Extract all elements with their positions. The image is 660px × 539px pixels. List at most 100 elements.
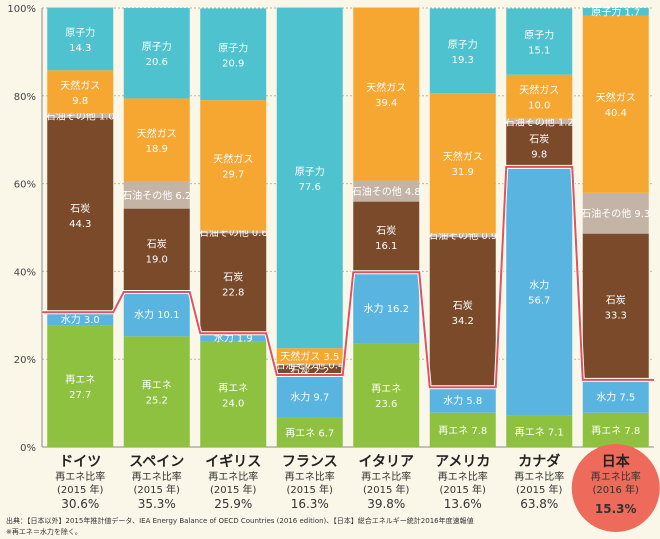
bar-segment-hydro	[582, 379, 649, 413]
segment-label: 再エネ	[142, 380, 172, 392]
bar-segment-renewable	[276, 417, 343, 447]
segment-label: 再エネ 7.8	[438, 425, 487, 437]
bar-segment-nuclear	[123, 8, 190, 99]
bar-segment-coal	[276, 365, 343, 376]
bar-segment-nuclear	[582, 8, 649, 16]
segment-label: 再エネ	[218, 382, 248, 394]
bar-segment-renewable	[429, 412, 496, 447]
segment-value: 16.1	[375, 241, 397, 252]
segment-value: 20.9	[222, 58, 244, 69]
segment-label: 水力 9.7	[290, 390, 329, 403]
country-name: イギリス	[205, 453, 261, 470]
segment-label: 天然ガス	[519, 84, 559, 97]
ratio-label: 再エネ比率	[208, 470, 258, 483]
ratio-value: 30.6%	[61, 497, 99, 511]
bar-segment-renewable	[123, 336, 190, 447]
segment-value: 31.9	[452, 167, 474, 178]
segment-label: 石炭	[223, 271, 243, 283]
segment-label: 石炭	[529, 133, 549, 145]
segment-label: 原子力	[142, 40, 172, 53]
bar-segment-coal	[47, 117, 114, 313]
segment-label: 水力 5.8	[443, 394, 482, 407]
bar-segment-renewable	[47, 325, 114, 447]
ratio-label: 再エネ比率	[361, 470, 411, 483]
country-name: 日本	[602, 453, 631, 470]
segment-label: 石炭	[70, 203, 90, 215]
segment-value: 20.6	[146, 57, 168, 68]
segment-label: 原子力	[65, 26, 95, 39]
segment-label: 原子力	[218, 41, 248, 54]
ratio-year: (2015 年)	[440, 483, 487, 496]
source-note: 出典：【日本以外】2015年推計値データ、IEA Energy Balance …	[6, 517, 474, 525]
ratio-value: 15.3%	[595, 502, 637, 516]
ratio-label: 再エネ比率	[438, 470, 488, 483]
bar-segment-oil	[200, 230, 267, 234]
segment-label: 石油その他 6.2	[122, 189, 191, 202]
ratio-year: (2015 年)	[134, 483, 181, 496]
bar-segment-hydro	[429, 387, 496, 413]
segment-label: 再エネ	[65, 374, 95, 386]
ratio-label: 再エネ比率	[514, 470, 564, 483]
bar-segment-oil	[276, 363, 343, 366]
bar-segment-nuclear	[276, 7, 343, 349]
segment-value: 77.6	[299, 182, 321, 193]
country-name: アメリカ	[435, 454, 490, 470]
ratio-label: 再エネ比率	[132, 470, 182, 483]
bar-segment-oil	[353, 180, 420, 202]
country-name: フランス	[282, 454, 338, 470]
ratio-year: (2015 年)	[57, 483, 104, 496]
segment-label: 水力 10.1	[134, 308, 179, 321]
segment-label: 再エネ 7.1	[515, 426, 564, 438]
y-tick-label: 60%	[14, 180, 36, 191]
segment-label: 石油その他 4.8	[352, 185, 421, 198]
segment-label: 水力 3.0	[61, 313, 100, 326]
bar-segment-nuclear	[506, 8, 573, 75]
segment-value: 19.0	[146, 254, 168, 265]
segment-label: 天然ガス	[366, 81, 406, 94]
segment-label: 天然ガス	[60, 79, 100, 92]
ratio-year: (2015 年)	[363, 483, 410, 496]
segment-label: 再エネ 7.8	[591, 425, 640, 437]
bar-segment-gas	[47, 70, 114, 114]
segment-label: 原子力	[295, 165, 325, 178]
segment-label: 石炭	[376, 225, 396, 237]
ratio-year: (2015 年)	[210, 483, 257, 496]
bar-segment-hydro	[353, 272, 420, 344]
bar-segment-oil	[47, 113, 114, 118]
ratio-value: 25.9%	[214, 497, 252, 511]
ratio-year: (2015 年)	[516, 483, 563, 496]
country-name: イタリア	[359, 454, 414, 470]
ratio-label: 再エネ比率	[591, 470, 641, 483]
renewable-note: ※再エネ＝水力を除く。	[6, 528, 82, 536]
segment-value: 10.0	[528, 101, 550, 112]
bar-segment-hydro	[276, 375, 343, 418]
bar-segment-oil	[506, 118, 573, 124]
segment-label: 石炭	[453, 300, 473, 312]
bar-segment-nuclear	[200, 8, 267, 101]
bar-segment-hydro	[123, 292, 190, 337]
segment-value: 33.3	[605, 311, 627, 322]
segment-label: 再エネ 6.7	[285, 427, 334, 439]
segment-label: 水力 7.5	[596, 390, 635, 403]
segment-label: 天然ガス	[443, 150, 483, 163]
y-tick-label: 100%	[7, 4, 36, 15]
bar-segment-coal	[123, 208, 190, 293]
bar-segment-coal	[582, 233, 649, 380]
bar-segment-coal	[429, 237, 496, 388]
ratio-value: 13.6%	[444, 497, 482, 511]
bar-segment-gas	[429, 93, 496, 234]
bar-segment-gas	[582, 15, 649, 193]
segment-label: 水力	[529, 278, 549, 291]
bar-segment-hydro	[506, 166, 573, 416]
country-name: スペイン	[129, 454, 184, 470]
segment-value: 23.6	[375, 399, 397, 410]
country-name: ドイツ	[59, 454, 101, 470]
bar-segment-gas	[506, 74, 573, 119]
segment-label: 水力 16.2	[364, 302, 409, 315]
segment-label: 天然ガス	[596, 91, 636, 104]
segment-label: 原子力	[524, 29, 554, 42]
segment-label: 原子力	[448, 38, 478, 51]
renewable-boundary-line	[42, 165, 654, 389]
segment-value: 27.7	[69, 390, 91, 401]
